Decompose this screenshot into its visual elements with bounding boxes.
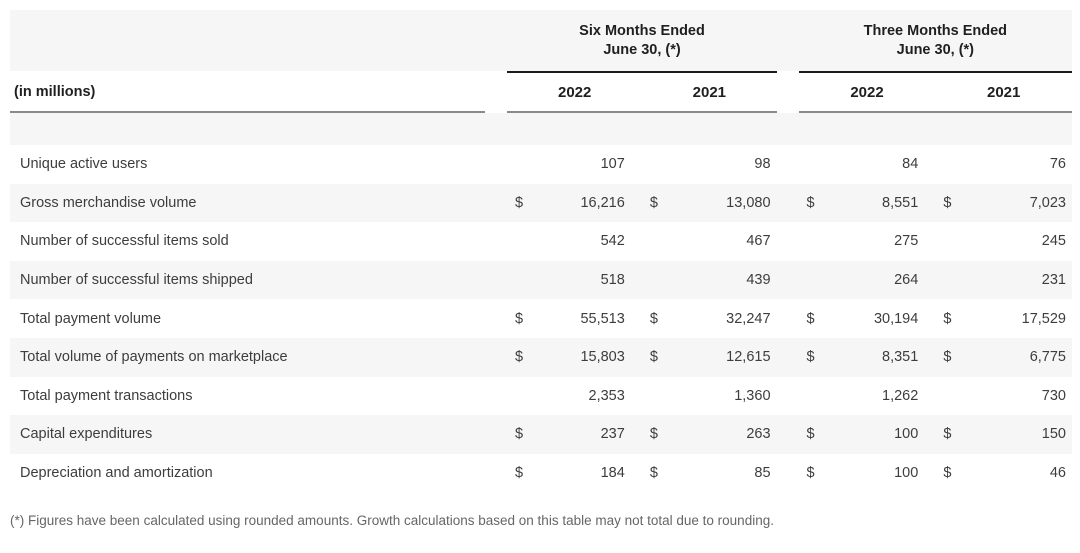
- metric-value: 32,247: [726, 310, 771, 327]
- table-row: Total volume of payments on marketplace $…: [10, 337, 1072, 377]
- col-group-three-months: Three Months Ended June 30, (*): [799, 22, 1072, 60]
- metric-value: 730: [1041, 387, 1066, 404]
- metric-value: 8,351: [882, 349, 919, 366]
- group-rule-gray: [507, 111, 777, 113]
- currency-symbol: $: [943, 194, 952, 211]
- currency-symbol: $: [515, 310, 524, 327]
- row-label: Gross merchandise volume: [20, 194, 197, 211]
- table-row: Depreciation and amortization $184 $85 $100…: [10, 454, 1072, 493]
- metric-value: 13,080: [726, 194, 771, 211]
- metric-value: 12,615: [726, 349, 771, 366]
- currency-symbol: $: [515, 426, 524, 443]
- metric-value: 84: [902, 156, 919, 173]
- metric-value: 7,023: [1029, 194, 1066, 211]
- col-group-six-months: Six Months Ended June 30, (*): [507, 22, 776, 60]
- metric-value: 542: [600, 233, 625, 250]
- table-row: Total payment volume $55,513 $32,247 $30,19…: [10, 299, 1072, 338]
- currency-symbol: $: [943, 349, 952, 366]
- year-header-2021: 2021: [692, 83, 727, 101]
- table-rows: Unique active users 107 98 84 76 Gross mercha…: [10, 145, 1072, 492]
- year-header-row: (in millions) 2022 2021 2022 2021: [10, 73, 1072, 111]
- year-header-2022: 2022: [850, 83, 884, 101]
- metric-value: 150: [1041, 426, 1066, 443]
- currency-symbol: $: [943, 310, 952, 327]
- row-label: Total payment volume: [20, 310, 162, 327]
- metric-value: 46: [1049, 465, 1066, 482]
- currency-symbol: $: [649, 194, 658, 211]
- metric-value: 467: [746, 233, 771, 250]
- currency-symbol: $: [649, 426, 658, 443]
- metric-value: 1,262: [882, 387, 919, 404]
- col-group-title-line1: Six Months Ended: [579, 22, 705, 39]
- metric-value: 275: [894, 233, 919, 250]
- row-label: Number of successful items shipped: [20, 272, 253, 289]
- metric-value: 184: [600, 465, 625, 482]
- row-label: Total payment transactions: [20, 387, 193, 404]
- metric-value: 15,803: [580, 349, 625, 366]
- group-rule-dark: [798, 71, 1072, 73]
- col-group-title-line2: June 30, (*): [896, 41, 975, 58]
- table-header-band: Six Months Ended June 30, (*) Three Mont…: [10, 10, 1072, 71]
- blank-stripe-row: [10, 113, 1072, 145]
- label-rule-gray: [10, 111, 486, 113]
- metric-value: 264: [894, 272, 919, 289]
- metric-value: 100: [894, 465, 919, 482]
- metric-value: 17,529: [1021, 310, 1066, 327]
- metric-value: 85: [754, 465, 771, 482]
- metric-value: 1,360: [734, 387, 771, 404]
- row-label: Capital expenditures: [20, 426, 153, 443]
- currency-symbol: $: [649, 465, 658, 482]
- currency-symbol: $: [943, 426, 952, 443]
- currency-symbol: $: [806, 426, 815, 443]
- currency-symbol: $: [649, 349, 658, 366]
- metric-value: 76: [1049, 156, 1066, 173]
- metric-value: 237: [600, 426, 625, 443]
- currency-symbol: $: [806, 310, 815, 327]
- col-group-title-line1: Three Months Ended: [863, 22, 1008, 39]
- table-footnote: (*) Figures have been calculated using r…: [10, 513, 774, 529]
- metric-value: 55,513: [580, 310, 625, 327]
- metric-value: 98: [754, 156, 771, 173]
- metric-value: 6,775: [1029, 349, 1066, 366]
- metric-value: 245: [1041, 233, 1066, 250]
- group-header-rule-row: [10, 71, 1072, 73]
- metric-value: 439: [746, 272, 771, 289]
- table-row: Unique active users 107 98 84 76: [10, 145, 1072, 184]
- table-row: Number of successful items sold 542 467 275…: [10, 222, 1072, 261]
- currency-symbol: $: [515, 194, 524, 211]
- row-label: Number of successful items sold: [20, 233, 229, 250]
- row-label: Depreciation and amortization: [20, 465, 213, 482]
- currency-symbol: $: [806, 465, 815, 482]
- currency-symbol: $: [943, 465, 952, 482]
- row-label: Total volume of payments on marketplace: [20, 349, 288, 366]
- row-label: Unique active users: [20, 156, 148, 173]
- table-row: Gross merchandise volume $16,216 $13,080 $8…: [10, 183, 1072, 223]
- currency-symbol: $: [806, 349, 815, 366]
- table-row: Total payment transactions 2,353 1,360 1,26…: [10, 377, 1072, 416]
- table-row: Number of successful items shipped 518 439…: [10, 260, 1072, 300]
- metric-value: 16,216: [580, 194, 625, 211]
- metric-value: 518: [600, 272, 625, 289]
- unit-label: (in millions): [14, 84, 96, 100]
- currency-symbol: $: [649, 310, 658, 327]
- currency-symbol: $: [806, 194, 815, 211]
- financial-metrics-table: Six Months Ended June 30, (*) Three Mont…: [10, 10, 1072, 529]
- col-group-title-line2: June 30, (*): [603, 41, 681, 58]
- metric-value: 231: [1041, 272, 1066, 289]
- currency-symbol: $: [515, 349, 524, 366]
- metric-value: 107: [600, 156, 625, 173]
- year-header-2022: 2022: [557, 83, 592, 101]
- table-row: Capital expenditures $237 $263 $100 $150: [10, 415, 1072, 454]
- metric-value: 263: [746, 426, 771, 443]
- year-header-2021: 2021: [986, 83, 1021, 101]
- group-rule-gray: [798, 111, 1072, 113]
- metric-value: 30,194: [873, 310, 919, 327]
- year-header-rule-row: [10, 111, 1072, 113]
- group-rule-dark: [507, 71, 777, 73]
- currency-symbol: $: [515, 465, 524, 482]
- metric-value: 2,353: [588, 387, 625, 404]
- metric-value: 100: [894, 426, 919, 443]
- metric-value: 8,551: [882, 194, 919, 211]
